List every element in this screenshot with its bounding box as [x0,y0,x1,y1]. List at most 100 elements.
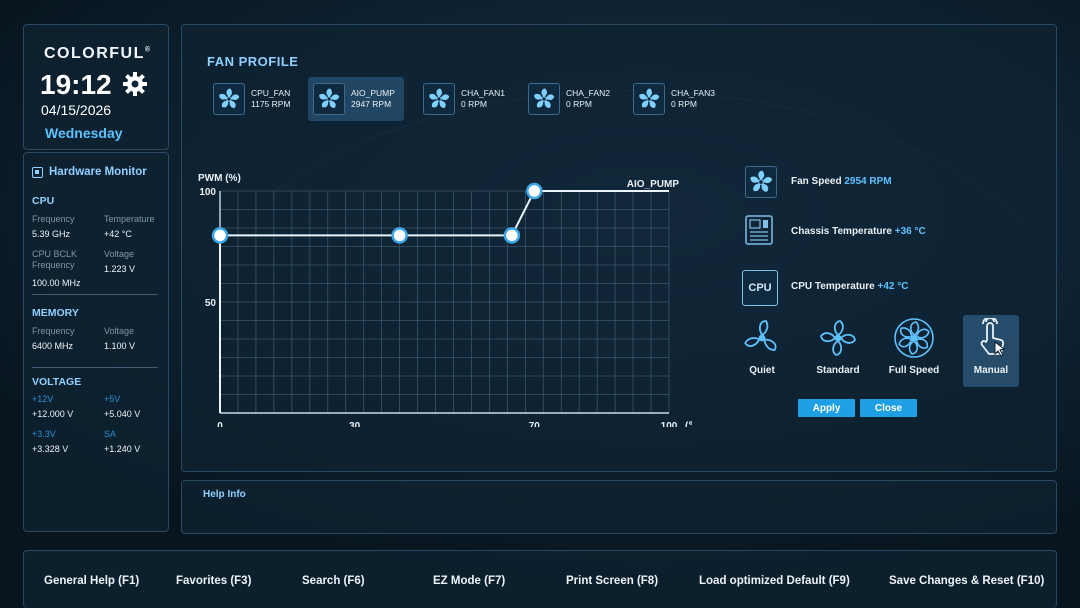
memory-voltage-label: Voltage [104,326,135,336]
series-name-label: AIO_PUMP [627,179,680,190]
curve-control-point[interactable] [526,182,543,200]
mode-manual[interactable]: Manual [963,315,1019,387]
clock-time: 19:12 [40,69,112,100]
fan-tab-aio-pump[interactable]: AIO_PUMP 2947 RPM [308,77,404,121]
voltage-section-title: VOLTAGE [32,376,82,388]
memory-section-title: MEMORY [32,307,79,319]
y-axis-label: PWM (%) [198,173,241,184]
chassis-temperature-readout: Chassis Temperature +36 °C [791,226,926,237]
v12-label: +12V [32,394,54,404]
fan-profile-panel: FAN PROFILE CPU_FAN 1175 RPM AIO_PUMP 2947… [181,24,1057,472]
sa-label: SA [104,429,117,439]
fan-tab-name: CHA_FAN2 [566,88,610,98]
brand-logo: COLORFUL® [44,45,152,62]
general-help-key[interactable]: General Help (F1) [44,575,140,587]
v33-value: +3.328 V [32,444,69,454]
print-screen-key[interactable]: Print Screen (F8) [566,575,659,587]
y-tick-label: 50 [205,298,217,309]
fan-tab-cpu-fan[interactable]: CPU_FAN 1175 RPM [208,77,304,121]
fan-curve-chart[interactable]: PWM (%) 100 50 0 30 70 100 (℃) AIO_PUMP [192,167,692,427]
memory-voltage-value: 1.100 V [104,341,136,351]
curve-control-point[interactable] [211,227,229,244]
cpu-bclk-label: CPU BCLK [32,249,78,259]
chip-icon [32,166,43,178]
fan-speed-readout: Fan Speed 2954 RPM [791,176,892,187]
fan-icon [423,83,455,115]
mode-label: Manual [973,365,1009,376]
fan-tab-cha-fan1[interactable]: CHA_FAN1 0 RPM [418,77,514,121]
chassis-icon [743,214,775,246]
v5-label: +5V [104,394,121,404]
fan-full-speed-icon [886,315,942,361]
cpu-bclk-value: 100.00 MHz [32,278,81,288]
hardware-monitor-panel: Hardware Monitor CPU Frequency Temperatu… [23,152,169,532]
help-info-panel: Help Info [181,480,1057,534]
fan-tab-cha-fan2[interactable]: CHA_FAN2 0 RPM [523,77,619,121]
cpu-voltage-value: 1.223 V [104,264,136,274]
mode-full-speed[interactable]: Full Speed [886,315,942,387]
fan-tab-cha-fan3[interactable]: CHA_FAN3 0 RPM [628,77,724,121]
clock-date: 04/15/2026 [41,102,112,118]
fan-icon [313,83,345,115]
cpu-frequency-label: Frequency [32,214,75,224]
v5-value: +5.040 V [104,409,141,419]
cpu-bclk-label-2: Frequency [32,260,75,270]
mode-label: Full Speed [888,365,940,376]
x-tick-label: 30 [349,421,361,427]
load-optimized-default-key[interactable]: Load optimized Default (F9) [699,575,850,587]
fan-quiet-icon [734,315,790,361]
fan-tab-name: CHA_FAN1 [461,88,505,98]
save-changes-reset-key[interactable]: Save Changes & Reset (F10) [889,575,1045,587]
fan-tab-rpm: 0 RPM [461,99,487,109]
fan-tab-name: AIO_PUMP [351,88,395,98]
mode-label: Standard [816,365,860,376]
memory-frequency-label: Frequency [32,326,75,336]
footer-bar: General Help (F1) Favorites (F3) Search … [23,550,1057,608]
settings-gear-icon[interactable] [120,69,150,99]
cpu-frequency-value: 5.39 GHz [32,229,71,239]
y-tick-label: 100 [199,187,216,198]
fan-icon [213,83,245,115]
clock-weekday: Wednesday [45,125,123,141]
mode-label: Quiet [749,365,775,376]
fan-tab-rpm: 1175 RPM [251,99,291,109]
mode-standard[interactable]: Standard [810,315,866,387]
hardware-monitor-title: Hardware Monitor [32,166,147,178]
x-tick-label: 0 [217,421,223,427]
cpu-temperature-value: +42 °C [104,229,132,239]
curve-control-point[interactable] [391,227,408,244]
close-button[interactable]: Close [860,399,917,417]
fan-speed-icon [745,166,777,198]
fan-icon [528,83,560,115]
mode-quiet[interactable]: Quiet [734,315,790,387]
memory-frequency-value: 6400 MHz [32,341,74,351]
hand-pointer-icon [963,315,1019,361]
apply-button[interactable]: Apply [798,399,855,417]
cpu-voltage-label: Voltage [104,249,135,259]
v12-value: +12.000 V [32,409,74,419]
divider [32,367,158,368]
cpu-temperature-readout: CPU Temperature +42 °C [791,281,909,292]
cpu-chip-icon: CPU [741,269,779,307]
x-axis-label: (℃) [685,421,692,427]
favorites-key[interactable]: Favorites (F3) [176,575,252,587]
sa-value: +1.240 V [104,444,141,454]
fan-curve-line [220,190,669,237]
fan-tab-rpm: 0 RPM [671,99,697,109]
search-key[interactable]: Search (F6) [302,575,365,587]
divider [32,294,158,295]
cpu-section-title: CPU [32,195,55,207]
fan-tab-name: CHA_FAN3 [671,88,715,98]
clock-panel: COLORFUL® 19:12 04/15/2026 Wednesday [23,24,169,150]
cpu-temperature-label: Temperature [104,214,155,224]
fan-tab-name: CPU_FAN [251,88,291,98]
curve-control-point[interactable] [503,227,521,244]
fan-standard-icon [810,315,866,361]
x-tick-label: 70 [529,421,541,427]
help-info-title: Help Info [203,489,246,500]
ez-mode-key[interactable]: EZ Mode (F7) [433,575,506,587]
fan-tab-rpm: 2947 RPM [351,99,392,109]
fan-profile-title: FAN PROFILE [207,54,299,69]
x-tick-label: 100 [661,421,678,427]
fan-icon [633,83,665,115]
